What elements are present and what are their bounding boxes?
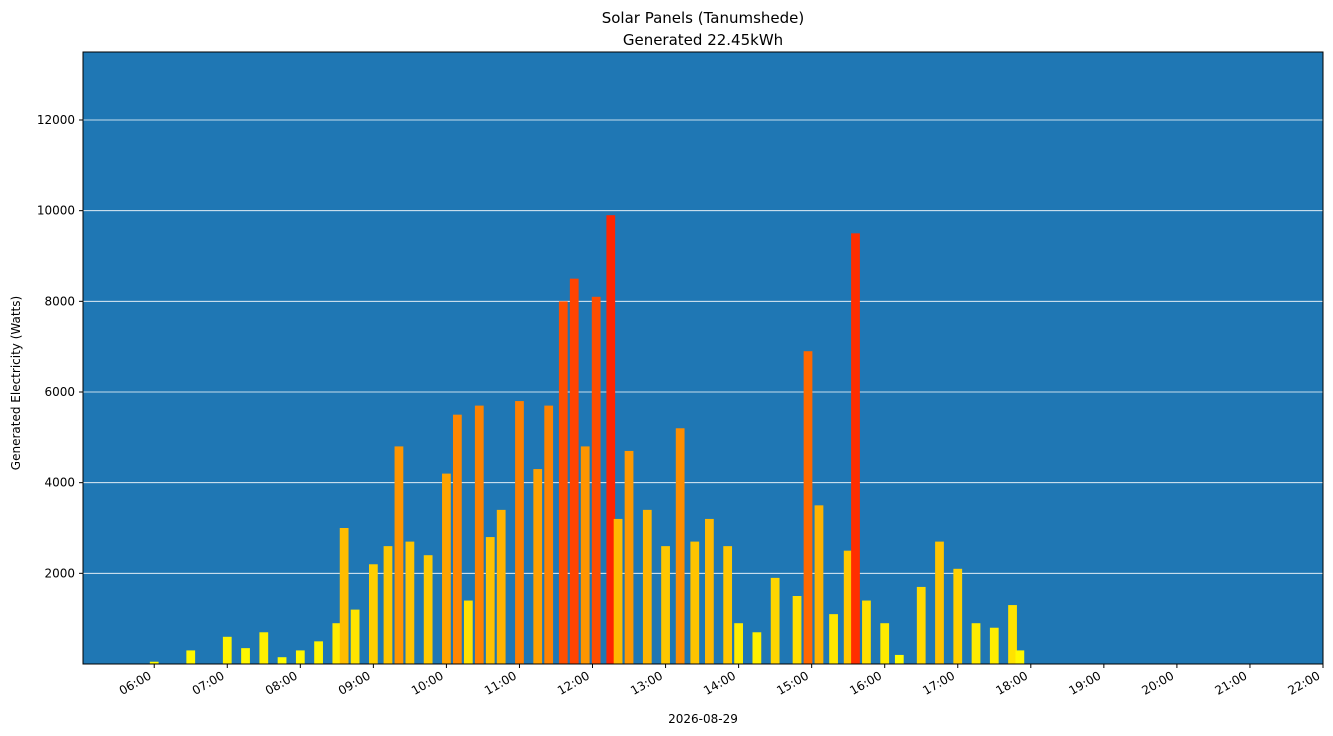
plot-area xyxy=(83,52,1323,664)
bar xyxy=(843,550,853,664)
x-tick-label: 15:00 xyxy=(774,668,811,697)
bar xyxy=(642,509,652,664)
bar xyxy=(894,654,904,664)
bar xyxy=(332,623,342,664)
x-tick-label: 11:00 xyxy=(482,668,519,697)
bar xyxy=(705,518,714,664)
x-tick-label: 12:00 xyxy=(555,668,592,697)
grid-lines xyxy=(83,119,1323,574)
bar xyxy=(971,623,981,664)
bar xyxy=(613,518,623,664)
bar xyxy=(186,650,196,664)
bar xyxy=(442,473,451,664)
bar xyxy=(792,596,802,664)
bar xyxy=(1008,605,1017,664)
y-axis-label: Generated Electricity (Watts) xyxy=(9,296,23,470)
bar xyxy=(339,528,349,664)
x-tick-label: 13:00 xyxy=(628,668,665,697)
bar xyxy=(989,627,999,664)
bar xyxy=(851,233,860,665)
bar xyxy=(661,546,670,664)
bar xyxy=(1015,650,1025,664)
bar xyxy=(558,301,568,664)
bar xyxy=(770,577,780,664)
bar xyxy=(277,657,287,664)
x-tick-label: 14:00 xyxy=(701,668,738,697)
chart-title: Solar Panels (Tanumshede) xyxy=(602,9,805,27)
bar xyxy=(723,546,733,664)
x-tick-label: 07:00 xyxy=(190,668,227,697)
bar xyxy=(496,509,506,664)
x-axis-label: 2026-08-29 xyxy=(668,712,738,726)
y-axis: 2000 4000 6000 8000 10000 12000 xyxy=(37,113,83,580)
bar xyxy=(814,505,824,664)
x-axis: 06:00 07:00 08:00 09:00 10:00 11:00 12:00 13:00… xyxy=(117,664,1324,698)
bar xyxy=(368,564,378,664)
bar xyxy=(544,405,554,664)
bar xyxy=(452,414,462,664)
bar xyxy=(405,541,415,664)
bar xyxy=(463,600,473,664)
bar xyxy=(295,650,305,664)
x-tick-label: 19:00 xyxy=(1066,668,1103,697)
bar xyxy=(880,623,890,664)
x-tick-label: 10:00 xyxy=(409,668,446,697)
bar xyxy=(423,555,433,664)
bar xyxy=(569,278,579,664)
y-tick-label: 6000 xyxy=(44,385,75,399)
y-tick-label: 4000 xyxy=(44,476,75,490)
bar xyxy=(383,546,393,664)
x-tick-label: 21:00 xyxy=(1212,668,1249,697)
bar xyxy=(606,215,616,664)
bar xyxy=(149,661,159,664)
x-tick-label: 09:00 xyxy=(336,668,373,697)
bar xyxy=(803,351,813,664)
bar xyxy=(675,428,685,664)
x-tick-label: 20:00 xyxy=(1139,668,1176,697)
bar xyxy=(862,600,871,664)
y-tick-label: 2000 xyxy=(44,566,75,580)
bar xyxy=(515,401,524,664)
bar xyxy=(533,469,543,664)
bar xyxy=(591,296,601,664)
bar xyxy=(222,636,232,664)
y-tick-label: 8000 xyxy=(44,294,75,308)
bar xyxy=(314,641,323,664)
y-tick-label: 10000 xyxy=(37,204,75,218)
bars-group xyxy=(149,215,1025,665)
bar xyxy=(394,446,404,664)
bar xyxy=(474,405,484,664)
bar xyxy=(580,446,590,664)
bar xyxy=(485,537,495,664)
bar xyxy=(916,586,926,664)
x-tick-label: 17:00 xyxy=(920,668,957,697)
bar xyxy=(752,632,762,664)
bar xyxy=(241,648,250,664)
bar xyxy=(935,541,944,664)
x-tick-label: 06:00 xyxy=(117,668,154,697)
bar xyxy=(829,614,838,664)
bar xyxy=(624,450,634,664)
chart-subtitle: Generated 22.45kWh xyxy=(623,31,783,49)
bar xyxy=(350,609,360,664)
x-tick-label: 18:00 xyxy=(993,668,1030,697)
bar xyxy=(259,632,269,664)
x-tick-label: 22:00 xyxy=(1286,668,1323,697)
x-tick-label: 16:00 xyxy=(847,668,884,697)
x-tick-label: 08:00 xyxy=(263,668,300,697)
bar xyxy=(690,541,700,664)
plot-frame xyxy=(82,51,1324,665)
bar xyxy=(953,568,963,664)
y-tick-label: 12000 xyxy=(37,113,75,127)
bar xyxy=(734,623,743,664)
